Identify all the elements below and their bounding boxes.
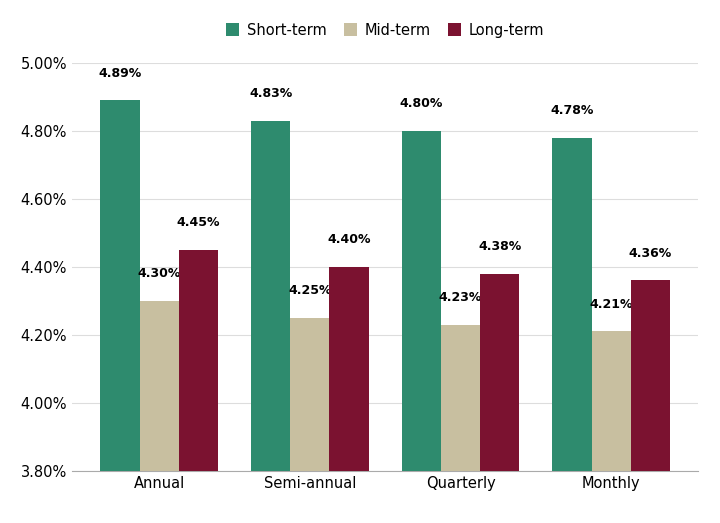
- Bar: [402, 131, 441, 523]
- Text: 4.25%: 4.25%: [288, 285, 332, 297]
- Bar: [441, 324, 480, 523]
- Text: 4.21%: 4.21%: [590, 298, 633, 311]
- Text: 4.89%: 4.89%: [99, 67, 142, 79]
- Text: 4.83%: 4.83%: [249, 87, 292, 100]
- Legend: Short-term, Mid-term, Long-term: Short-term, Mid-term, Long-term: [220, 17, 550, 44]
- Text: 4.36%: 4.36%: [629, 247, 672, 260]
- Bar: [101, 100, 140, 523]
- Bar: [552, 138, 592, 523]
- Bar: [251, 121, 290, 523]
- Bar: [290, 318, 330, 523]
- Bar: [179, 249, 218, 523]
- Bar: [140, 301, 179, 523]
- Bar: [330, 267, 369, 523]
- Text: 4.23%: 4.23%: [438, 291, 482, 304]
- Text: 4.40%: 4.40%: [328, 233, 371, 246]
- Text: 4.78%: 4.78%: [550, 104, 594, 117]
- Bar: [592, 332, 631, 523]
- Bar: [480, 274, 519, 523]
- Text: 4.45%: 4.45%: [176, 217, 220, 229]
- Text: 4.30%: 4.30%: [138, 267, 181, 280]
- Text: 4.38%: 4.38%: [478, 240, 521, 253]
- Text: 4.80%: 4.80%: [400, 97, 443, 110]
- Bar: [631, 280, 670, 523]
